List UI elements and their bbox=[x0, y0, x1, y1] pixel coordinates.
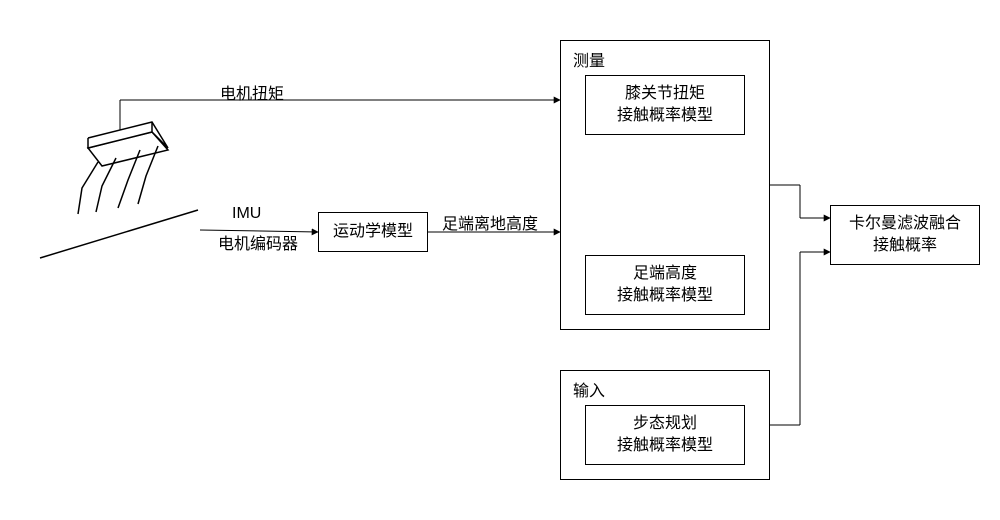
measure-group-title: 测量 bbox=[573, 47, 605, 71]
label-foot-ground-height: 足端离地高度 bbox=[442, 210, 538, 234]
kinematics-model-text: 运动学模型 bbox=[333, 221, 413, 243]
robot-sketch bbox=[40, 130, 200, 260]
gait-line2: 接触概率模型 bbox=[617, 437, 713, 454]
kalman-fusion-box: 卡尔曼滤波融合 接触概率 bbox=[830, 205, 980, 265]
foot-line2: 接触概率模型 bbox=[617, 287, 713, 304]
knee-line2: 接触概率模型 bbox=[617, 107, 713, 124]
gait-line1: 步态规划 bbox=[633, 415, 697, 432]
knee-torque-model-text: 膝关节扭矩 接触概率模型 bbox=[617, 83, 713, 128]
knee-line1: 膝关节扭矩 bbox=[625, 85, 705, 102]
foot-height-model-text: 足端高度 接触概率模型 bbox=[617, 263, 713, 308]
label-motor-torque: 电机扭矩 bbox=[220, 80, 284, 104]
gait-plan-model-box: 步态规划 接触概率模型 bbox=[585, 405, 745, 465]
label-imu: IMU bbox=[232, 205, 261, 223]
input-group-title: 输入 bbox=[573, 377, 605, 401]
foot-line1: 足端高度 bbox=[633, 265, 697, 282]
gait-plan-model-text: 步态规划 接触概率模型 bbox=[617, 413, 713, 458]
label-motor-encoder: 电机编码器 bbox=[218, 230, 298, 254]
foot-height-model-box: 足端高度 接触概率模型 bbox=[585, 255, 745, 315]
kalman-fusion-text: 卡尔曼滤波融合 接触概率 bbox=[849, 213, 961, 258]
kalman-line1: 卡尔曼滤波融合 bbox=[849, 215, 961, 232]
kinematics-model-box: 运动学模型 bbox=[318, 212, 428, 252]
knee-torque-model-box: 膝关节扭矩 接触概率模型 bbox=[585, 75, 745, 135]
kalman-line2: 接触概率 bbox=[873, 237, 937, 254]
